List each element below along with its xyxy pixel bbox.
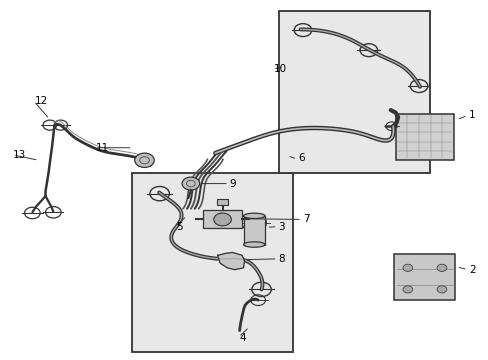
- Polygon shape: [217, 252, 244, 270]
- Text: 8: 8: [278, 254, 285, 264]
- Circle shape: [402, 286, 412, 293]
- Ellipse shape: [243, 242, 264, 247]
- Text: 11: 11: [96, 143, 109, 153]
- Text: 3: 3: [278, 222, 285, 231]
- Text: 10: 10: [273, 64, 286, 74]
- Text: 6: 6: [298, 153, 304, 163]
- Bar: [243, 216, 264, 244]
- Text: 9: 9: [229, 179, 236, 189]
- Text: 5: 5: [176, 222, 183, 231]
- Bar: [395, 114, 453, 160]
- Circle shape: [213, 213, 231, 226]
- Circle shape: [436, 286, 446, 293]
- Ellipse shape: [243, 213, 264, 219]
- Text: 1: 1: [468, 111, 474, 121]
- Circle shape: [182, 177, 199, 190]
- Text: 12: 12: [35, 96, 48, 106]
- Circle shape: [402, 264, 412, 271]
- Bar: [203, 211, 242, 228]
- Bar: [278, 12, 429, 173]
- Bar: [216, 199, 228, 205]
- Circle shape: [135, 153, 154, 167]
- Text: 4: 4: [239, 333, 246, 343]
- Bar: [132, 173, 293, 352]
- Text: 2: 2: [468, 265, 474, 275]
- Text: 7: 7: [303, 215, 309, 224]
- Text: 13: 13: [13, 150, 26, 160]
- Bar: [394, 253, 454, 300]
- Circle shape: [436, 264, 446, 271]
